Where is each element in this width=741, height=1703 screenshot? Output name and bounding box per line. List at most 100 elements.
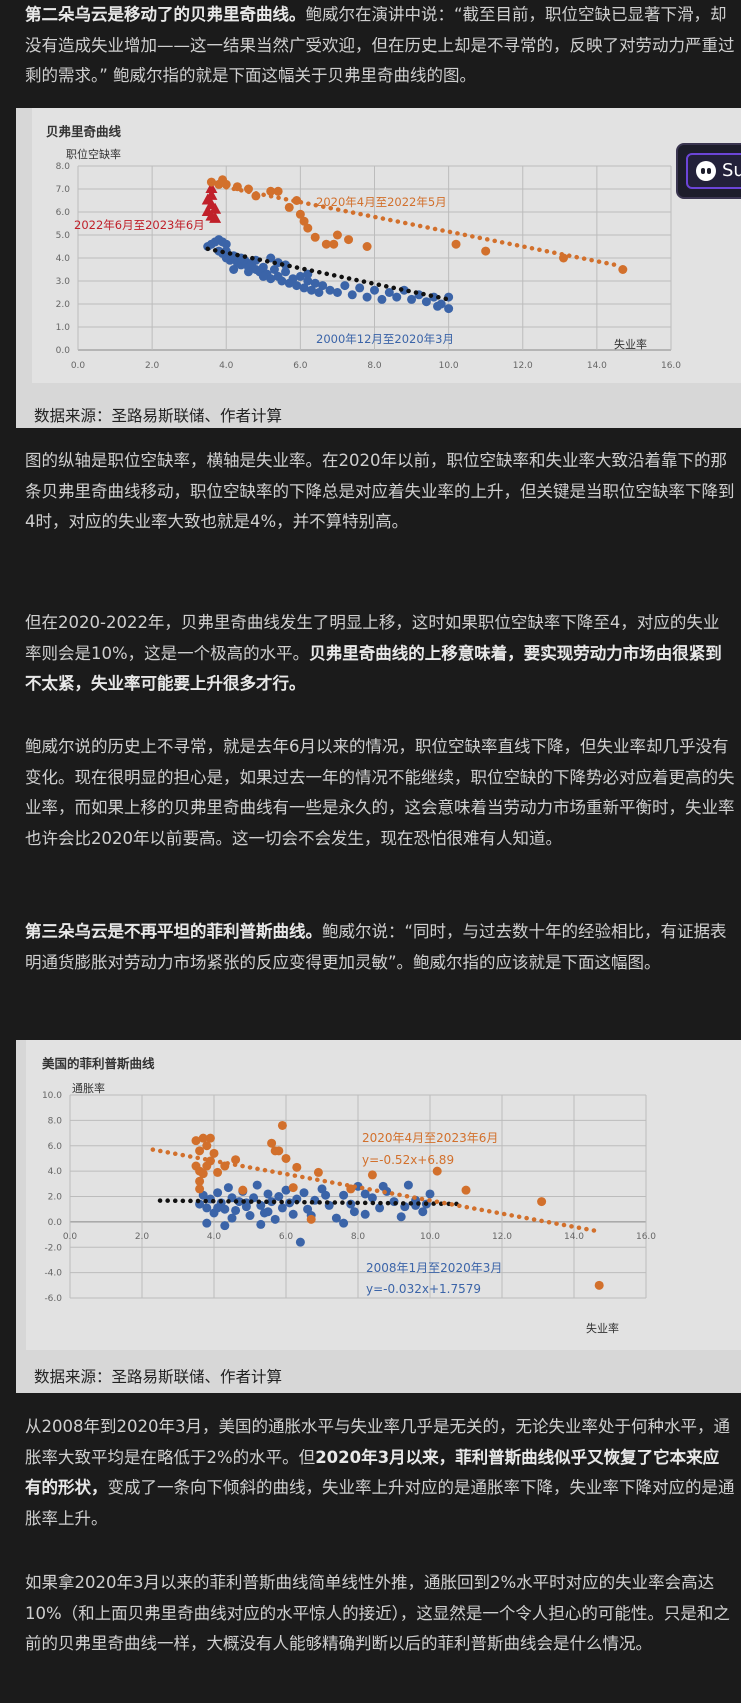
- paragraph-1-bold: 第二朵乌云是移动了的贝弗里奇曲线。: [25, 5, 306, 24]
- phillips-x-tick-label: 12.0: [492, 1232, 512, 1242]
- beveridge-source: 数据来源：圣路易斯联储、作者计算: [34, 407, 283, 425]
- phillips-series-1-point: [425, 1189, 435, 1199]
- phillips-x-tick-label: 14.0: [564, 1232, 584, 1242]
- phillips-x-tick-label: 2.0: [135, 1232, 150, 1242]
- paragraph-6-text-2: 变成了一条向下倾斜的曲线，失业率上升对应的是通胀率下降，失业率下降对应的是通胀率…: [25, 1478, 735, 1528]
- beveridge-ylabel: 职位空缺率: [66, 147, 121, 161]
- paragraph-1-text: 鲍威尔在演讲中说：“截至目前，职位空缺已显著下滑，却没有造成失业增加——这一结果…: [25, 5, 735, 85]
- paragraph-5-bold: 第三朵乌云是不再平坦的菲利普斯曲线。: [25, 922, 322, 941]
- beveridge-series-1-point: [281, 267, 291, 277]
- beveridge-annotation-3: 2000年12月至2020年3月: [316, 332, 454, 346]
- beveridge-x-tick-label: 16.0: [661, 361, 681, 371]
- beveridge-series-3-point: [205, 182, 218, 193]
- beveridge-series-1-point: [407, 294, 417, 304]
- phillips-series-1-point: [360, 1189, 370, 1199]
- phillips-series-2-point: [195, 1146, 205, 1156]
- phillips-series-1-point: [418, 1207, 428, 1217]
- beveridge-series-1-point: [288, 274, 298, 284]
- paragraph-4-text: 鲍威尔说的历史上不寻常，就是去年6月以来的情况，职位空缺率直线下降，但失业率却几…: [25, 737, 735, 848]
- phillips-series-1-point: [396, 1212, 406, 1222]
- beveridge-series-1-point: [243, 267, 253, 277]
- phillips-series-1-point: [263, 1189, 273, 1199]
- phillips-annotation-1: 2020年4月至2023年6月: [362, 1131, 498, 1145]
- phillips-series-2-point: [281, 1153, 291, 1163]
- beveridge-trendline-2: [209, 182, 618, 268]
- beveridge-series-1-point: [310, 278, 320, 288]
- phillips-series-1-point: [375, 1203, 385, 1213]
- phillips-series-1-point: [292, 1194, 302, 1204]
- phillips-trendline-2: [150, 1147, 602, 1234]
- beveridge-series-1-point: [269, 265, 279, 274]
- phillips-series-2-point: [432, 1166, 442, 1176]
- beveridge-series-2-point: [481, 246, 491, 256]
- beveridge-figure: 贝弗里奇曲线 职位空缺率 0.0 1.0 2.0 3.0 4.0 5.0 6.0 7.0 8.0 0.…: [16, 108, 741, 428]
- beveridge-series-1-point: [444, 304, 454, 314]
- beveridge-series-1-point: [392, 292, 402, 302]
- beveridge-annotation-1: 2020年4月至2022年5月: [316, 195, 447, 209]
- beveridge-series-1-point: [306, 285, 316, 295]
- beveridge-y-tick-label: 8.0: [56, 162, 71, 172]
- phillips-series-1-point: [231, 1205, 241, 1215]
- phillips-series-1-point: [213, 1203, 223, 1213]
- beveridge-title: 贝弗里奇曲线: [46, 124, 122, 139]
- phillips-series-2-point: [238, 1185, 248, 1195]
- beveridge-series-2-point: [332, 230, 342, 240]
- beveridge-series-2-point: [451, 239, 461, 249]
- phillips-series-1-point: [213, 1188, 223, 1198]
- beveridge-x-tick-label: 12.0: [513, 361, 533, 371]
- phillips-series-1-point: [295, 1237, 305, 1247]
- phillips-chart: 美国的菲利普斯曲线通胀率10.08.06.04.02.00.0-2.0-4.0-…: [26, 1040, 741, 1350]
- extension-badge-label: Su: [722, 160, 741, 181]
- beveridge-y-tick-label: 1.0: [56, 323, 71, 333]
- beveridge-series-1-point: [277, 276, 287, 286]
- phillips-series-2-point: [191, 1136, 201, 1146]
- phillips-series-1-point: [223, 1183, 233, 1193]
- phillips-series-2-point: [213, 1167, 223, 1177]
- phillips-series-1-point: [220, 1204, 230, 1214]
- ghost-icon: [696, 161, 716, 181]
- beveridge-series-3-point: [209, 211, 222, 223]
- paragraph-7-text: 如果拿2020年3月以来的菲利普斯曲线简单线性外推，通胀回到2%水平时对应的失业…: [25, 1573, 730, 1653]
- beveridge-series-1-point: [229, 265, 239, 274]
- extension-badge-button[interactable]: Su: [686, 153, 741, 189]
- beveridge-trendline-1: [205, 246, 451, 302]
- beveridge-series-2-point: [299, 216, 309, 226]
- phillips-ylabel: 通胀率: [72, 1081, 105, 1095]
- phillips-y-tick-label: 4.0: [48, 1167, 63, 1177]
- beveridge-series-1-point: [355, 283, 365, 293]
- phillips-series-1-point: [256, 1219, 266, 1229]
- beveridge-x-tick-label: 0.0: [71, 361, 86, 371]
- phillips-x-tick-label: 4.0: [207, 1232, 222, 1242]
- phillips-annotation-4: y=-0.032x+1.7579: [366, 1282, 481, 1296]
- phillips-figure: 美国的菲利普斯曲线 通胀率 10.0 8.0 6.0 4.0 2.0 0.0 -2.0 -4.0-…: [16, 1040, 741, 1393]
- phillips-series-1-point: [245, 1211, 255, 1221]
- beveridge-series-2-point: [362, 242, 372, 251]
- phillips-series-1-point: [234, 1197, 244, 1207]
- phillips-series-1-point: [270, 1214, 280, 1224]
- beveridge-y-tick-label: 5.0: [56, 231, 71, 241]
- beveridge-series-1-point: [325, 285, 335, 295]
- phillips-y-tick-label: 0.0: [48, 1218, 63, 1228]
- beveridge-series-2-point: [303, 223, 313, 233]
- phillips-series-1-point: [288, 1209, 298, 1219]
- paragraph-4: 鲍威尔说的历史上不寻常，就是去年6月以来的情况，职位空缺率直线下降，但失业率却几…: [25, 732, 735, 854]
- beveridge-series-2-point: [321, 239, 331, 249]
- extension-badge[interactable]: Su: [676, 143, 741, 199]
- phillips-y-tick-label: 2.0: [48, 1193, 63, 1203]
- beveridge-series-1-point: [266, 274, 276, 284]
- phillips-x-tick-label: 0.0: [63, 1232, 78, 1242]
- beveridge-x-tick-label: 4.0: [219, 361, 234, 371]
- phillips-series-2-point: [205, 1133, 215, 1143]
- paragraph-3-text: 但在2020-2022年，贝弗里奇曲线发生了明显上移，这时如果职位空缺率下降至4…: [25, 613, 720, 663]
- phillips-series-1-point: [202, 1203, 212, 1213]
- beveridge-series-1-point: [299, 283, 309, 293]
- paragraph-1: 第二朵乌云是移动了的贝弗里奇曲线。鲍威尔在演讲中说：“截至目前，职位空缺已显著下…: [25, 0, 735, 92]
- beveridge-x-tick-label: 2.0: [145, 361, 160, 371]
- beveridge-series-1-point: [347, 290, 357, 300]
- phillips-series-1-point: [331, 1213, 341, 1223]
- phillips-series-2-point: [537, 1197, 547, 1207]
- beveridge-series-2-point: [618, 265, 628, 274]
- phillips-plot-background: [26, 1040, 741, 1350]
- phillips-series-2-point: [292, 1162, 302, 1172]
- phillips-annotation-3: 2008年1月至2020年3月: [366, 1261, 502, 1275]
